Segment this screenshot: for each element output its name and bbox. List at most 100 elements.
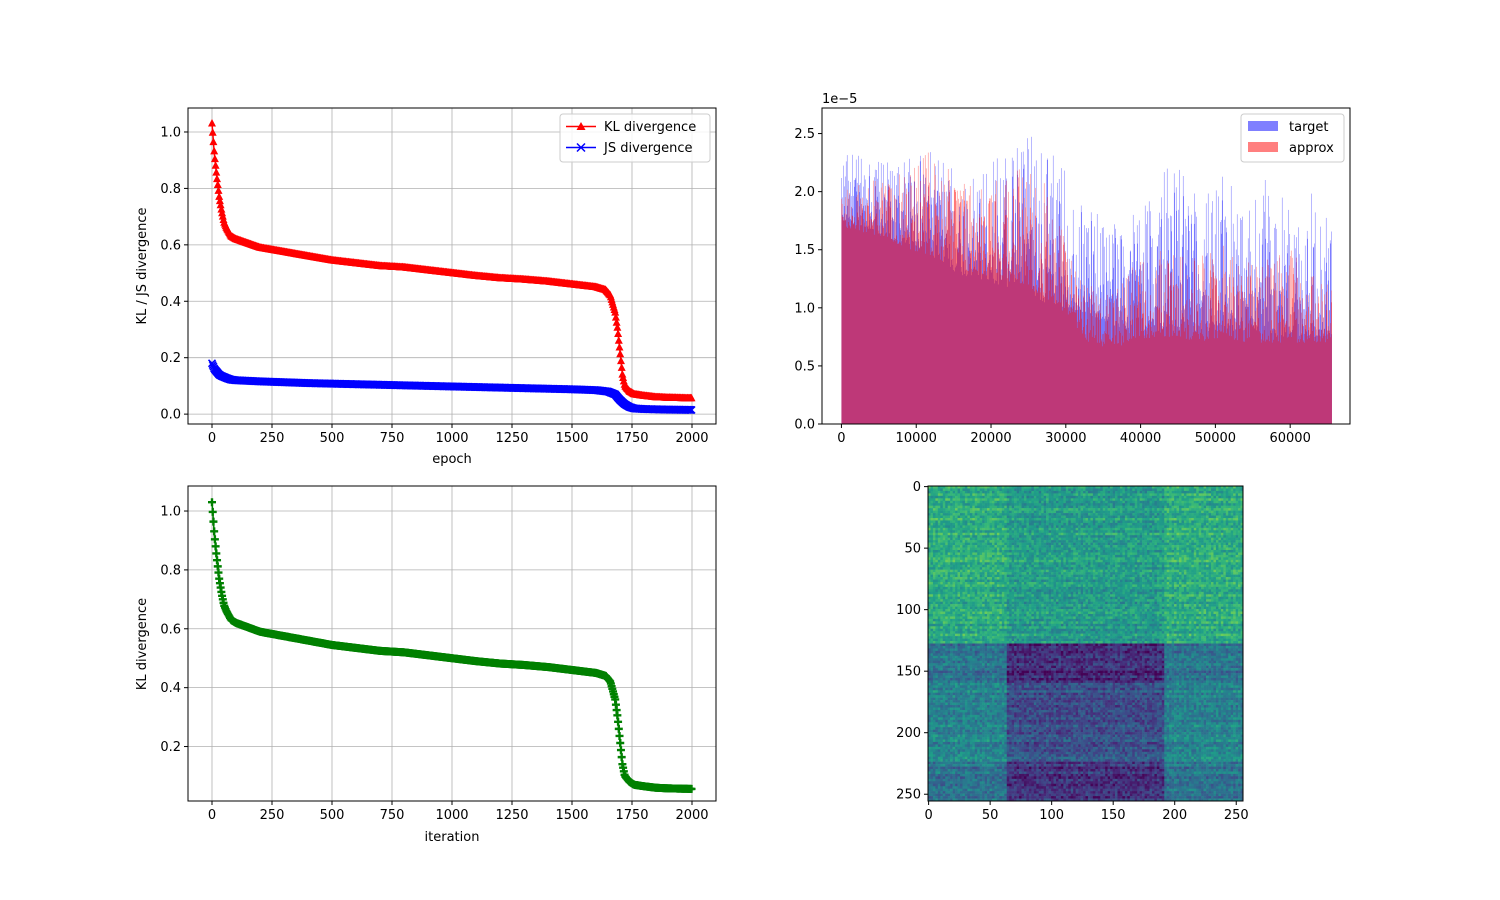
p2-series-approx-bar <box>962 254 963 424</box>
p2-series-approx-bar <box>902 237 904 424</box>
p2-series-approx-bar <box>1100 341 1102 424</box>
p2-series-approx-bar <box>905 194 907 424</box>
p4-heatmap-cell <box>1196 493 1199 497</box>
p4-heatmap-cell <box>942 490 946 494</box>
p4-heatmap-cell <box>1183 498 1187 502</box>
p4-heatmap-cell <box>1127 498 1131 502</box>
p2-series-approx-bar <box>1304 342 1305 424</box>
p2-series-approx-bar <box>914 167 915 424</box>
p4-heatmap-cell <box>1075 500 1079 504</box>
p4-heatmap-cell <box>1233 488 1236 492</box>
p2-series-approx-bar <box>1181 256 1183 424</box>
p4-heatmap-cell <box>1019 488 1022 492</box>
p2-series-approx-bar <box>944 184 945 424</box>
p4-heatmap-cell <box>1036 490 1040 494</box>
p4-heatmap-cell <box>1213 490 1217 494</box>
p2-series-approx-bar <box>942 260 943 424</box>
p4-heatmap-cell <box>930 495 934 499</box>
p4-heatmap-cell <box>950 490 953 494</box>
p4-heatmap-cell <box>1100 495 1104 499</box>
p2-series-approx-bar <box>914 251 916 424</box>
p4-heatmap-cell <box>1166 493 1170 497</box>
p2-legend-approx-swatch <box>1248 142 1278 152</box>
p2-series-approx-bar <box>959 221 960 424</box>
p4-heatmap-cell <box>1169 495 1172 499</box>
p4-heatmap-cell <box>1122 490 1126 494</box>
p4-heatmap-cell <box>1171 498 1175 502</box>
p4-heatmap-cell <box>1092 490 1096 494</box>
p2-series-approx-bar <box>1118 343 1119 424</box>
p4-heatmap-cell <box>1193 488 1197 492</box>
p4-heatmap-cell <box>1058 490 1062 494</box>
p1-ytick-label: 0.6 <box>160 238 181 253</box>
p4-heatmap-cell <box>1078 495 1081 499</box>
p2-series-approx-bar <box>895 199 897 424</box>
p2-series-approx-bar <box>918 249 920 424</box>
p2-series-approx-bar <box>1040 253 1041 424</box>
p4-heatmap-cell <box>1117 493 1121 497</box>
p4-heatmap-cell <box>1014 495 1017 499</box>
p4-heatmap-cell <box>1004 495 1008 499</box>
p2-series-approx-bar <box>1292 298 1293 424</box>
p2-series-approx-bar <box>1244 300 1246 424</box>
p1-series-kl-divergence-marker <box>209 137 218 146</box>
p4-heatmap-cell <box>1006 493 1010 497</box>
p4-heatmap-cell <box>1211 495 1214 499</box>
p4-heatmap-cell <box>969 498 973 502</box>
p2-series-approx-bar <box>887 190 889 424</box>
p4-heatmap-cell <box>940 500 944 504</box>
p2-series-approx-bar <box>1273 263 1275 424</box>
p4-heatmap-cell <box>1129 488 1133 492</box>
p4-heatmap-cell <box>964 490 968 494</box>
p2-series-approx-bar <box>878 230 879 424</box>
p2-series-approx-bar <box>985 258 986 424</box>
p4-heatmap-cell <box>1164 493 1168 497</box>
p4-heatmap-cell <box>1019 493 1022 497</box>
p4-heatmap-cell <box>1053 488 1057 492</box>
p2-series-approx-bar <box>1033 285 1034 424</box>
p2-series-approx-bar <box>1080 280 1081 424</box>
p4-heatmap-cell <box>1004 500 1008 504</box>
p2-series-approx-bar <box>1272 275 1274 424</box>
p2-series-approx-bar <box>1029 207 1031 424</box>
p2-series-approx-bar <box>1167 263 1169 424</box>
p4-heatmap-cell <box>1110 490 1113 494</box>
p2-series-approx-bar <box>1189 337 1191 424</box>
p2-series-approx-bar <box>1228 312 1229 424</box>
p4-heatmap-cell <box>1215 493 1219 497</box>
p2-series-approx-bar <box>1324 335 1326 424</box>
p4-heatmap-cell <box>962 495 966 499</box>
p2-series-approx-bar <box>1299 339 1301 424</box>
p4-heatmap-cell <box>937 498 941 502</box>
p2-series-approx-bar <box>1006 215 1007 424</box>
p4-heatmap-cell <box>1001 498 1005 502</box>
p1-series-kl-divergence-marker <box>208 119 216 127</box>
p2-series-approx-bar <box>1243 292 1245 424</box>
p2-series-approx-bar <box>847 228 848 424</box>
p4-heatmap-cell <box>987 498 990 502</box>
p4-heatmap-cell <box>1065 498 1069 502</box>
p1-series-kl-divergence-marker <box>617 363 626 371</box>
p2-series-approx-bar <box>849 225 850 424</box>
p2-series-approx-bar <box>853 222 855 424</box>
p4-heatmap-cell <box>984 488 988 492</box>
p2-series-approx-bar <box>1135 269 1136 424</box>
p2-series-approx-bar <box>1002 222 1004 424</box>
p4-heatmap-cell <box>1033 493 1037 497</box>
p4-heatmap-cell <box>1026 498 1030 502</box>
p2-series-approx-bar <box>1221 277 1223 424</box>
p4-heatmap-cell <box>1087 498 1091 502</box>
p2-series-approx-bar <box>957 248 958 424</box>
p4-heatmap-cell <box>957 493 961 497</box>
p2-series-approx-bar <box>1197 310 1198 424</box>
p4-heatmap-cell <box>1023 498 1027 502</box>
p2-series-approx-bar <box>1303 319 1305 424</box>
p4-heatmap-cell <box>1028 490 1032 494</box>
p4-heatmap-cell <box>1033 500 1037 504</box>
p4-heatmap-cell <box>1004 488 1008 492</box>
p2-series-approx-bar <box>1230 319 1231 424</box>
p4-heatmap-cell <box>1117 500 1121 504</box>
p2-series-approx-bar <box>930 228 931 424</box>
p4-heatmap-cell <box>1078 488 1081 492</box>
p2-series-approx-bar <box>1192 335 1193 424</box>
